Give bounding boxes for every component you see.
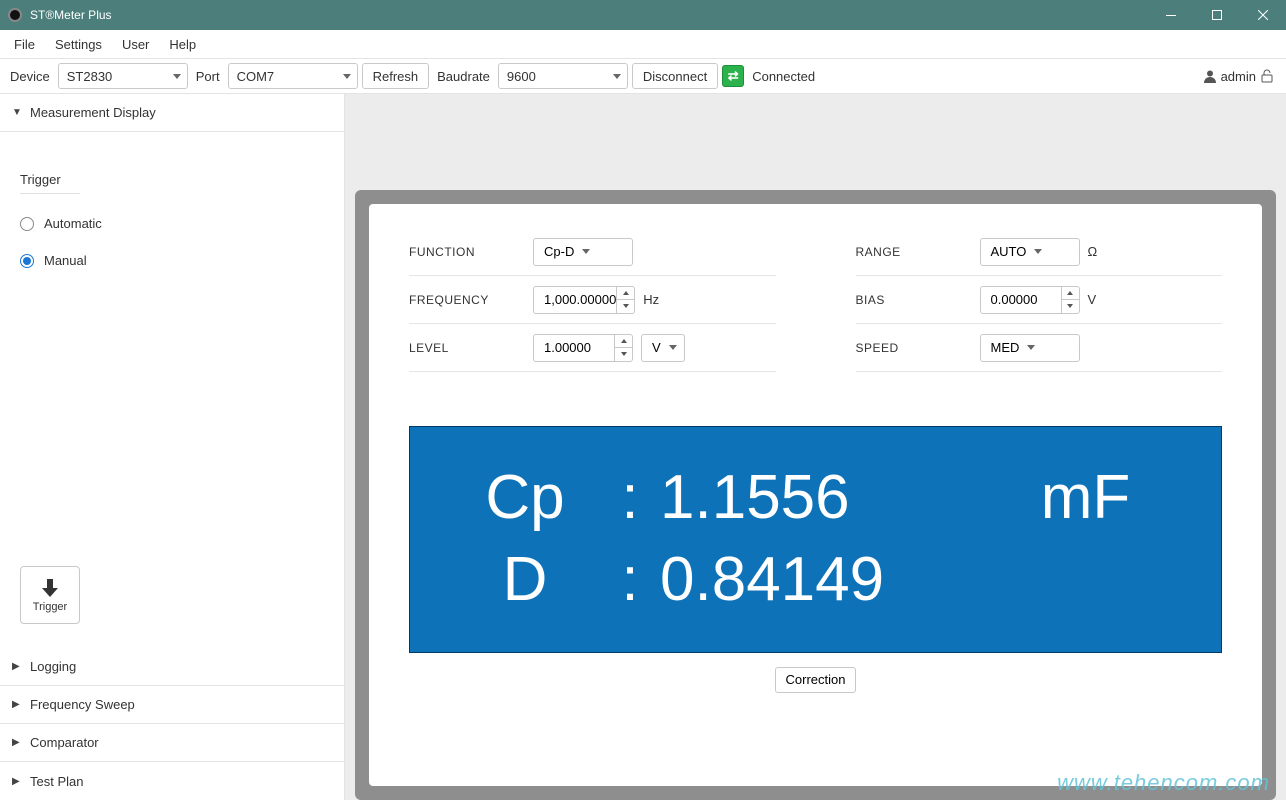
chevron-down-icon bbox=[613, 74, 621, 79]
baudrate-select[interactable]: 9600 bbox=[498, 63, 628, 89]
menu-help[interactable]: Help bbox=[159, 33, 206, 56]
menu-file[interactable]: File bbox=[4, 33, 45, 56]
chevron-right-icon bbox=[12, 699, 22, 710]
window-title: ST®Meter Plus bbox=[30, 8, 1148, 22]
spin-down-button[interactable] bbox=[615, 348, 632, 361]
bias-label: BIAS bbox=[856, 293, 966, 307]
measurement-panel: FUNCTION Cp-D FREQUENCY 1,000.00000 Hz LE… bbox=[369, 204, 1262, 786]
spin-up-button[interactable] bbox=[617, 287, 634, 301]
refresh-button[interactable]: Refresh bbox=[362, 63, 430, 89]
range-label: RANGE bbox=[856, 245, 966, 259]
bias-unit: V bbox=[1088, 292, 1097, 307]
trigger-mode-automatic[interactable]: Automatic bbox=[20, 216, 324, 231]
level-unit-select[interactable]: V bbox=[641, 334, 685, 362]
accordion-test-plan[interactable]: Test Plan bbox=[0, 762, 344, 800]
menu-user[interactable]: User bbox=[112, 33, 159, 56]
accordion-comparator[interactable]: Comparator bbox=[0, 724, 344, 762]
range-unit: Ω bbox=[1088, 244, 1098, 259]
trigger-button[interactable]: Trigger bbox=[20, 566, 80, 624]
minimize-button[interactable] bbox=[1148, 0, 1194, 30]
main-area: FUNCTION Cp-D FREQUENCY 1,000.00000 Hz LE… bbox=[345, 94, 1286, 800]
speed-label: SPEED bbox=[856, 341, 966, 355]
chevron-down-icon bbox=[1027, 345, 1035, 350]
bias-input[interactable]: 0.00000 bbox=[980, 286, 1080, 314]
menubar: File Settings User Help bbox=[0, 30, 1286, 58]
chevron-down-icon bbox=[173, 74, 181, 79]
port-label: Port bbox=[192, 69, 224, 84]
spin-up-button[interactable] bbox=[1062, 287, 1079, 301]
user-icon bbox=[1203, 69, 1217, 83]
chevron-down-icon bbox=[1034, 249, 1042, 254]
maximize-button[interactable] bbox=[1194, 0, 1240, 30]
function-label: FUNCTION bbox=[409, 245, 519, 259]
chevron-right-icon bbox=[12, 737, 22, 748]
readout-primary-unit: mF bbox=[990, 461, 1181, 535]
readout-primary-value: 1.1556 bbox=[660, 461, 990, 535]
speed-select[interactable]: MED bbox=[980, 334, 1080, 362]
baudrate-label: Baudrate bbox=[433, 69, 494, 84]
correction-button[interactable]: Correction bbox=[775, 667, 857, 693]
accordion-logging[interactable]: Logging bbox=[0, 648, 344, 686]
params-grid: FUNCTION Cp-D FREQUENCY 1,000.00000 Hz LE… bbox=[409, 228, 1222, 372]
user-box[interactable]: admin bbox=[1203, 69, 1280, 84]
menu-settings[interactable]: Settings bbox=[45, 33, 112, 56]
sidebar: Measurement Display Trigger Automatic Ma… bbox=[0, 94, 345, 800]
chevron-right-icon bbox=[12, 661, 22, 672]
function-select[interactable]: Cp-D bbox=[533, 238, 633, 266]
chevron-down-icon bbox=[343, 74, 351, 79]
spin-down-button[interactable] bbox=[1062, 300, 1079, 313]
level-input[interactable]: 1.00000 bbox=[533, 334, 633, 362]
chevron-down-icon bbox=[582, 249, 590, 254]
lock-icon bbox=[1260, 69, 1276, 83]
device-label: Device bbox=[6, 69, 54, 84]
titlebar: ST®Meter Plus bbox=[0, 0, 1286, 30]
spin-up-button[interactable] bbox=[615, 335, 632, 349]
panel-frame: FUNCTION Cp-D FREQUENCY 1,000.00000 Hz LE… bbox=[355, 190, 1276, 800]
device-select[interactable]: ST2830 bbox=[58, 63, 188, 89]
measurement-panel-body: Trigger Automatic Manual Trigger bbox=[0, 132, 344, 648]
username: admin bbox=[1221, 69, 1256, 84]
readout-display: Cp : 1.1556 mF D : 0.84149 bbox=[409, 426, 1222, 653]
connected-icon: ⇄ bbox=[722, 65, 744, 87]
range-select[interactable]: AUTO bbox=[980, 238, 1080, 266]
chevron-right-icon bbox=[12, 776, 22, 787]
toolbar: Device ST2830 Port COM7 Refresh Baudrate… bbox=[0, 58, 1286, 94]
spin-down-button[interactable] bbox=[617, 300, 634, 313]
frequency-label: FREQUENCY bbox=[409, 293, 519, 307]
close-button[interactable] bbox=[1240, 0, 1286, 30]
radio-icon bbox=[20, 254, 34, 268]
chevron-down-icon bbox=[12, 107, 22, 118]
readout-primary: Cp : 1.1556 mF bbox=[450, 461, 1181, 535]
readout-primary-label: Cp bbox=[450, 461, 600, 535]
radio-icon bbox=[20, 217, 34, 231]
port-select[interactable]: COM7 bbox=[228, 63, 358, 89]
frequency-input[interactable]: 1,000.00000 bbox=[533, 286, 635, 314]
frequency-unit: Hz bbox=[643, 292, 659, 307]
chevron-down-icon bbox=[669, 345, 677, 350]
app-icon bbox=[8, 8, 22, 22]
readout-secondary-label: D bbox=[450, 543, 600, 617]
readout-secondary: D : 0.84149 bbox=[450, 543, 1181, 617]
accordion-frequency-sweep[interactable]: Frequency Sweep bbox=[0, 686, 344, 724]
status-text: Connected bbox=[748, 69, 819, 84]
readout-secondary-value: 0.84149 bbox=[660, 543, 990, 617]
trigger-section-label: Trigger bbox=[20, 172, 80, 194]
arrow-down-icon bbox=[40, 577, 60, 599]
level-label: LEVEL bbox=[409, 341, 519, 355]
trigger-mode-manual[interactable]: Manual bbox=[20, 253, 324, 268]
disconnect-button[interactable]: Disconnect bbox=[632, 63, 718, 89]
accordion-measurement-display[interactable]: Measurement Display bbox=[0, 94, 344, 132]
